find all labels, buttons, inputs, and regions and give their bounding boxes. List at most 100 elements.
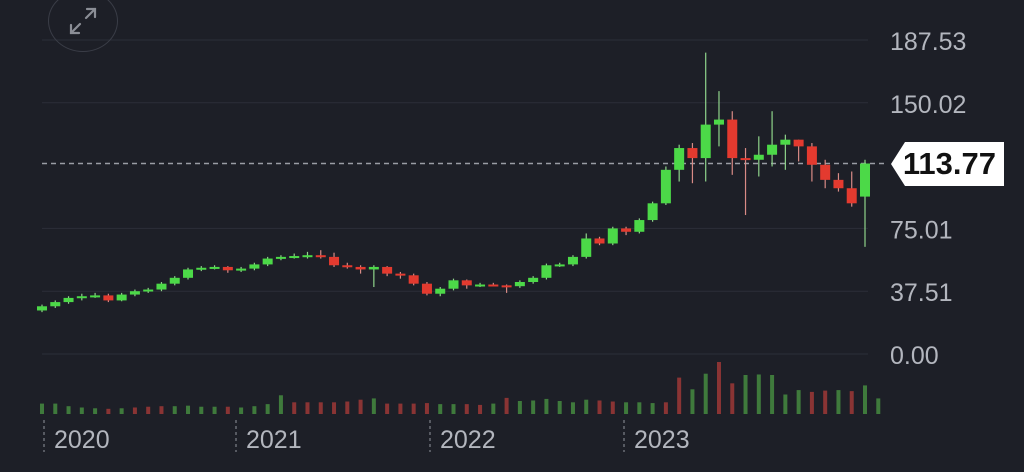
volume-bar	[703, 373, 708, 414]
volume-bar	[40, 403, 44, 414]
candle-body	[740, 158, 751, 161]
x-tick-label: 2023	[634, 426, 690, 454]
volume-bar	[809, 391, 814, 414]
candle-body	[860, 163, 870, 197]
volume-bar	[332, 402, 337, 414]
candle-body	[567, 256, 578, 265]
volume-bar	[531, 400, 536, 414]
volume-bar	[79, 407, 84, 414]
grid-lines	[42, 39, 868, 355]
candle-body	[528, 277, 539, 283]
volume-bar	[690, 389, 695, 414]
volume-bar	[305, 402, 310, 414]
price-candles	[37, 52, 870, 313]
expand-arrows-icon[interactable]	[48, 0, 118, 52]
volume-bar	[93, 408, 98, 414]
candle-body	[395, 273, 406, 276]
x-tick-label: 2020	[54, 426, 110, 454]
volume-bar	[398, 403, 403, 414]
volume-bar	[265, 404, 270, 414]
volume-bar	[424, 403, 429, 414]
volume-bar	[252, 406, 257, 414]
candle-body	[302, 255, 313, 258]
volume-bar	[146, 406, 151, 414]
volume-bar	[239, 407, 244, 414]
candle-body	[541, 265, 552, 278]
volume-bar	[159, 406, 164, 414]
candle-body	[660, 169, 671, 204]
volume-bar	[836, 390, 841, 414]
volume-bar	[345, 401, 350, 414]
volume-bar	[570, 402, 575, 414]
volume-bar	[411, 403, 416, 414]
volume-bar	[783, 394, 788, 414]
candle-body	[196, 267, 207, 270]
candle-body	[846, 188, 857, 204]
y-tick-label: 150.02	[890, 91, 966, 119]
current-price-value: 113.77	[902, 146, 996, 181]
volume-bar	[663, 402, 668, 414]
candle-body	[236, 268, 247, 271]
candle-body	[275, 256, 286, 259]
candle-body	[76, 296, 87, 299]
candle-body	[315, 255, 326, 258]
volume-bar	[478, 404, 483, 414]
candle-body	[674, 148, 685, 170]
candle-body	[634, 220, 645, 232]
volume-bar	[53, 403, 58, 414]
candle-body	[621, 228, 632, 232]
candle-body	[767, 144, 778, 155]
candle-body	[183, 269, 194, 278]
volume-bar	[385, 403, 390, 414]
volume-bar	[823, 390, 828, 414]
volume-bar	[225, 406, 230, 414]
candle-body	[382, 266, 393, 274]
candle-body	[249, 264, 260, 269]
x-tick-label: 2022	[440, 426, 496, 454]
candle-body	[488, 284, 499, 287]
candle-body	[594, 238, 605, 244]
volume-bar	[796, 390, 801, 414]
volume-bar	[66, 406, 71, 414]
candle-body	[753, 154, 764, 160]
volume-bar	[849, 391, 854, 414]
candle-body	[780, 139, 791, 145]
y-tick-label: 75.01	[890, 216, 953, 244]
candle-body	[63, 297, 74, 303]
volume-bar	[597, 400, 602, 414]
volume-bar	[517, 401, 522, 414]
volume-bar	[743, 375, 748, 414]
volume-bar	[863, 385, 867, 414]
candle-body	[156, 283, 167, 290]
volume-bar	[624, 402, 629, 414]
candle-body	[103, 295, 114, 301]
candle-body	[607, 228, 618, 244]
volume-bar	[544, 398, 549, 414]
candle-body	[793, 139, 804, 147]
volume-bar	[186, 405, 191, 414]
candle-body	[448, 280, 459, 289]
y-tick-label: 0.00	[890, 342, 939, 370]
volume-bar	[876, 398, 881, 414]
volume-bar	[730, 383, 735, 414]
volume-bar	[464, 404, 469, 414]
volume-bar	[172, 406, 177, 414]
x-axis: 2020 2021 2022 2023	[43, 420, 690, 454]
candle-body	[368, 266, 379, 270]
candle-body	[713, 119, 724, 125]
candle-body	[222, 266, 233, 271]
candle-body	[37, 306, 47, 311]
volume-bar	[199, 406, 204, 414]
candle-body	[727, 119, 738, 159]
candle-body	[514, 282, 525, 287]
candle-body	[209, 266, 220, 269]
current-price-tag: 113.77	[891, 142, 1004, 186]
candle-body	[129, 291, 140, 295]
candle-body	[355, 266, 366, 270]
volume-bar	[278, 395, 283, 414]
candle-body	[169, 277, 180, 284]
candle-body	[435, 288, 446, 294]
volume-bar	[451, 404, 456, 414]
candle-body	[421, 283, 432, 294]
candle-body	[116, 294, 127, 301]
